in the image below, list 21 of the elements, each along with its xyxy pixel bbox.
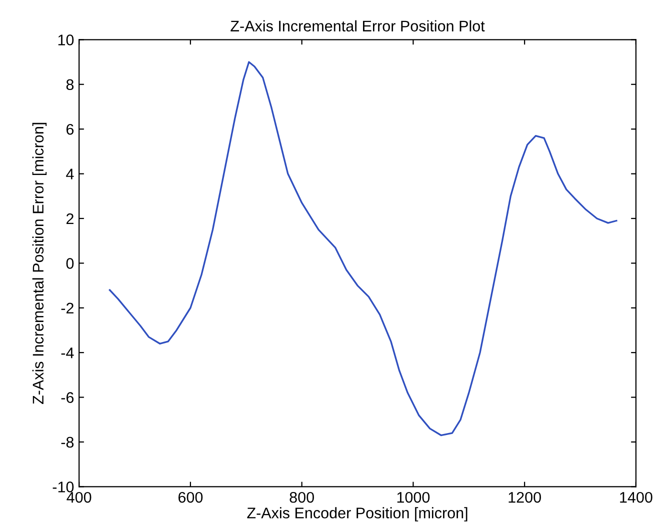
y-tick-label: 4 (66, 168, 74, 180)
y-tick-label: -4 (61, 348, 74, 358)
y-tick-label: -6 (61, 392, 74, 403)
y-tick-label: 8 (66, 79, 74, 90)
x-tick-label: 400 (66, 492, 92, 503)
y-axis-title: Z-Axis Incremental Position Error [micron] (32, 122, 47, 404)
y-tick-label: -10 (52, 482, 74, 492)
y-tick-label: 2 (66, 213, 74, 224)
y-tick-label: -2 (61, 302, 74, 314)
y-tick-label: 10 (58, 34, 74, 46)
line-series (108, 61, 618, 436)
x-tick-label: 600 (178, 492, 203, 503)
x-tick-label: 800 (290, 492, 314, 503)
x-axis-title: Z-Axis Encoder Position [micron] (247, 507, 468, 522)
x-tick-label: 1400 (620, 492, 652, 503)
x-tick-label: 1000 (397, 492, 430, 503)
y-tick-label: 6 (66, 124, 74, 135)
y-tick-label: -8 (61, 436, 74, 448)
x-tick-label: 1200 (508, 492, 541, 503)
chart-title: Z-Axis Incremental Error Position Plot (230, 20, 485, 32)
y-tick-label: 0 (66, 258, 74, 269)
